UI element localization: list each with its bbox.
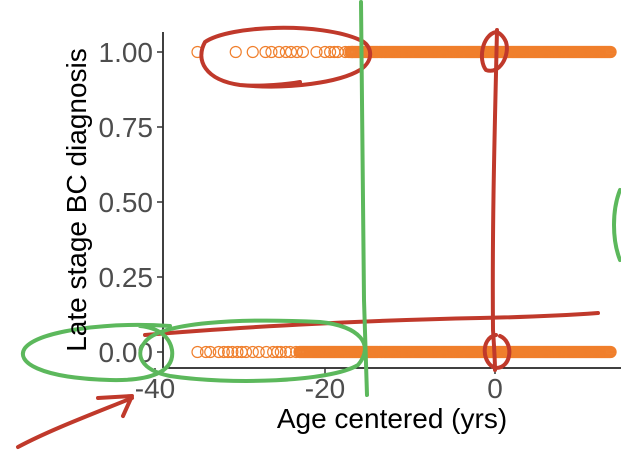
data-point — [260, 345, 273, 359]
data-point — [217, 345, 230, 359]
data-point — [229, 45, 242, 59]
data-point — [604, 45, 617, 59]
data-point — [265, 45, 278, 59]
data-points — [191, 45, 617, 359]
data-point — [212, 345, 225, 359]
data-point — [310, 45, 323, 59]
y-tick-label: 1.00 — [99, 37, 154, 68]
data-point — [324, 45, 337, 59]
x-ticks: -40 -20 0 — [135, 368, 503, 404]
data-point — [267, 345, 280, 359]
data-point — [318, 45, 332, 59]
annotation-green-vertical-line — [359, 0, 369, 397]
data-point — [279, 345, 292, 359]
data-point — [246, 45, 259, 59]
data-point — [274, 345, 287, 359]
data-point — [296, 45, 309, 59]
data-point — [226, 345, 239, 359]
data-point — [273, 45, 286, 59]
annotation-red-loop-bottom — [482, 333, 512, 370]
annotation-red-arrow-head — [96, 394, 134, 418]
y-tick-label: 0.50 — [99, 187, 154, 218]
annotation-red-line — [143, 311, 600, 337]
data-point — [204, 345, 217, 359]
annotation-green-oval-left — [21, 322, 175, 383]
annotations — [16, 0, 621, 449]
data-point — [239, 345, 253, 359]
y-tick-label: 0.25 — [99, 262, 154, 293]
x-tick-label: 0 — [487, 373, 503, 404]
annotation-red-loop-top — [479, 30, 509, 73]
data-point — [246, 345, 259, 359]
annotation-red-vertical-line — [490, 28, 499, 372]
data-point — [231, 345, 244, 359]
y-tick-label: 0.75 — [99, 112, 154, 143]
data-point — [259, 45, 272, 59]
data-point — [199, 345, 213, 359]
data-point — [222, 345, 235, 359]
annotation-green-oval-middle — [138, 318, 367, 383]
annotation-green-arc-right — [612, 188, 621, 262]
data-point — [271, 345, 284, 359]
axes — [162, 32, 621, 369]
annotation-red-arrow-shaft — [16, 396, 134, 449]
y-axis-title: Late stage BC diagnosis — [61, 48, 92, 352]
y-ticks: 0.000.250.500.751.00 — [99, 37, 163, 368]
data-point — [290, 45, 304, 59]
data-point — [604, 345, 617, 359]
data-point — [284, 45, 298, 59]
x-axis-title: Age centered (yrs) — [277, 403, 507, 434]
data-point — [191, 345, 204, 359]
data-point — [252, 345, 265, 359]
